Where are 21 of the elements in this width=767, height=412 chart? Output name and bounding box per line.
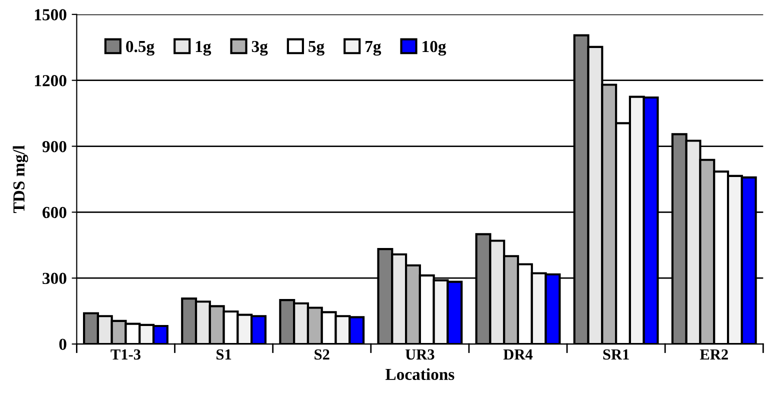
x-tick-label: SR1	[603, 349, 629, 360]
x-axis-title: Locations	[385, 368, 454, 380]
legend-label: 3g	[252, 40, 268, 56]
y-tick-label: 1500	[34, 9, 66, 20]
x-tick-label: S2	[314, 349, 330, 360]
x-tick-label: S1	[216, 349, 232, 360]
y-tick-label: 300	[42, 272, 66, 284]
legend-label: 0.5g	[126, 40, 154, 56]
y-tick-label: 900	[42, 140, 66, 152]
y-tick-label: 1200	[34, 75, 66, 86]
x-tick-label: ER2	[700, 349, 728, 360]
x-tick-label: T1-3	[110, 349, 140, 360]
x-tick-label: DR4	[503, 349, 533, 360]
y-axis-title: TDS mg/l	[12, 145, 28, 213]
legend-label: 7g	[366, 41, 382, 56]
x-tick-label: UR3	[405, 349, 434, 360]
legend-label: 10g	[422, 40, 446, 56]
legend-label: 1g	[196, 40, 212, 56]
legend-label: 5g	[308, 41, 324, 56]
y-tick-label: 600	[42, 206, 66, 218]
y-tick-label: 0	[59, 338, 66, 350]
